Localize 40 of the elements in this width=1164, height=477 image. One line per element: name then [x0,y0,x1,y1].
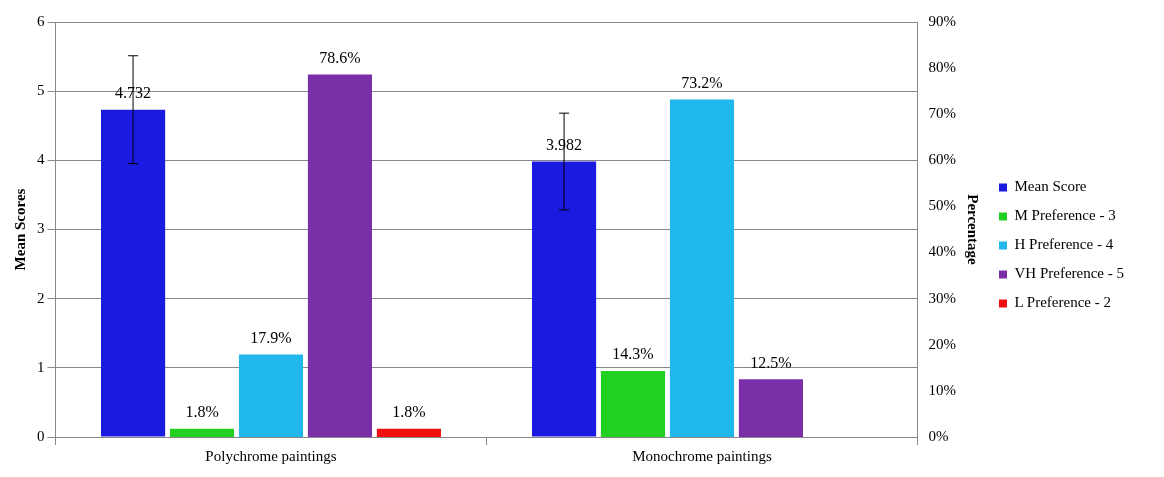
y-tick-label: 4 [37,151,45,168]
y2-axis-title: Percentage [965,194,982,266]
bar [169,428,235,437]
legend-label: VH Preference - 5 [1014,265,1124,282]
bar [669,99,735,437]
data-label: 14.3% [612,345,654,363]
y2-tick-label: 20% [928,335,956,352]
legend-label: L Preference - 2 [1014,294,1111,311]
y2-tick-label: 30% [928,289,956,306]
bar [307,74,373,437]
y-tick-label: 5 [37,82,45,99]
y-tick-label: 0 [37,427,45,444]
y2-tick-label: 0% [928,427,949,444]
y-tick-label: 6 [37,12,45,29]
data-label: 12.5% [750,353,792,371]
bar [738,379,804,437]
y2-tick-label: 10% [928,381,956,398]
x-tick-label: Monochrome paintings [632,447,772,464]
legend-label: M Preference - 3 [1014,207,1116,224]
y-tick-label: 2 [37,289,45,306]
bar [376,428,441,437]
bar [238,354,304,437]
y2-tick-label: 90% [928,12,956,29]
data-label: 17.9% [250,328,292,346]
y2-tick-label: 70% [928,105,956,122]
legend-label: Mean Score [1014,178,1087,195]
data-label: 73.2% [681,73,723,91]
bar [600,371,666,437]
data-label: 1.8% [392,402,426,420]
x-tick-label: Polychrome paintings [205,447,337,464]
y2-tick-label: 50% [928,197,956,214]
data-label: 1.8% [185,402,219,420]
y-tick-label: 3 [37,220,45,237]
y2-tick-label: 60% [928,151,956,168]
y-tick-label: 1 [37,358,45,375]
legend-label: H Preference - 4 [1014,236,1114,253]
data-label: 78.6% [319,48,361,66]
y-axis-title: Mean Scores [11,188,28,271]
y2-tick-label: 80% [928,59,956,76]
y2-tick-label: 40% [928,243,956,260]
